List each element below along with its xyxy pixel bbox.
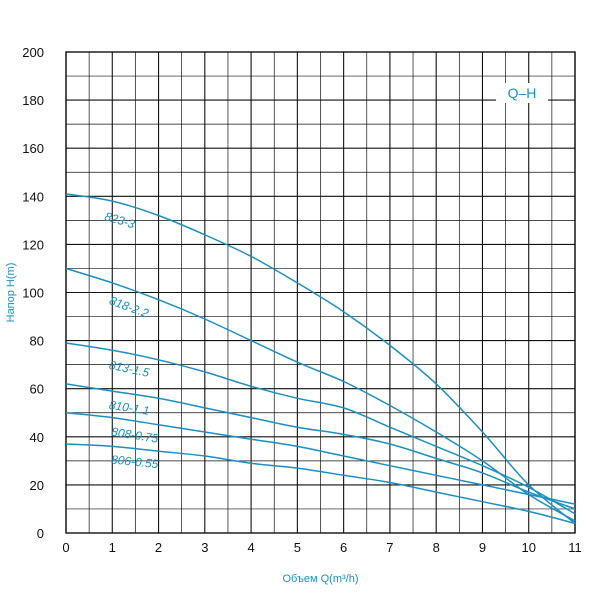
y-axis-ticks: 0 20 40 60 80 100 120 140 160 180 200 (22, 45, 44, 541)
y-tick-label: 120 (22, 237, 44, 252)
x-tick-label: 8 (433, 540, 440, 555)
x-axis-title: Объем Q(m³/h) (283, 573, 359, 585)
series-line-806-0.55 (65, 443, 576, 525)
series-label-813-1.5: 813-1.5 (108, 358, 151, 380)
y-tick-label: 20 (30, 478, 44, 493)
plot-frame (65, 51, 576, 534)
series-label-808-0.75: 808-0.75 (110, 425, 159, 446)
y-tick-label: 60 (30, 382, 44, 397)
x-tick-label: 3 (201, 540, 208, 555)
x-tick-label: 2 (155, 540, 162, 555)
series-line-813-1.5 (65, 342, 576, 515)
x-tick-label: 6 (340, 540, 347, 555)
y-tick-label: 80 (30, 334, 44, 349)
series-label-806-0.55: 806-0.55 (110, 452, 159, 471)
x-tick-label: 1 (109, 540, 116, 555)
legend-box (496, 83, 548, 103)
series-label-823-3: 823-3 (103, 209, 137, 231)
legend-label: Q–H (508, 85, 537, 101)
x-tick-label: 7 (386, 540, 393, 555)
curves (65, 193, 576, 525)
series-line-810-1.1 (65, 383, 576, 510)
x-tick-label: 10 (521, 540, 535, 555)
x-tick-label: 4 (247, 540, 254, 555)
series-line-808-0.75 (65, 412, 576, 505)
x-tick-label: 0 (62, 540, 69, 555)
grid (65, 51, 576, 534)
y-axis-title: Напор H(m) (5, 263, 17, 323)
y-tick-label: 40 (30, 430, 44, 445)
x-tick-label: 11 (568, 540, 582, 555)
x-tick-label: 9 (479, 540, 486, 555)
x-tick-label: 5 (294, 540, 301, 555)
series-line-818-2.2 (65, 267, 576, 522)
y-tick-label: 100 (22, 286, 44, 301)
y-tick-label: 180 (22, 93, 44, 108)
y-tick-label: 160 (22, 141, 44, 156)
series-label-810-1.1: 810-1.1 (108, 398, 150, 418)
y-tick-label: 140 (22, 189, 44, 204)
y-tick-label: 0 (37, 526, 44, 541)
series-line-823-3 (65, 193, 576, 524)
x-axis-ticks: 0 1 2 3 4 5 6 7 8 9 10 11 (62, 540, 581, 555)
y-tick-label: 200 (22, 45, 44, 60)
